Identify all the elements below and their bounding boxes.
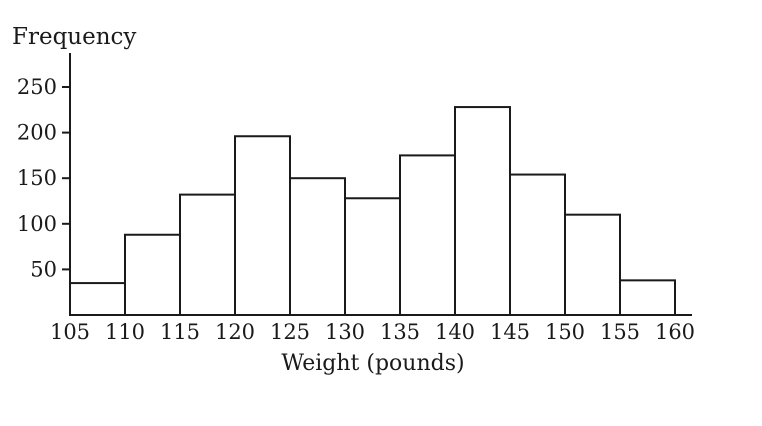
x-tick-label: 135 xyxy=(380,320,420,344)
histogram-bar xyxy=(454,106,511,317)
y-tick-label: 200 xyxy=(17,121,57,145)
x-tick-label: 120 xyxy=(215,320,255,344)
x-tick-label: 140 xyxy=(435,320,475,344)
y-tick-label: 150 xyxy=(17,166,57,190)
histogram-bar xyxy=(124,233,181,316)
x-tick-label: 155 xyxy=(600,320,640,344)
y-tick-label: 100 xyxy=(17,212,57,236)
histogram-bar xyxy=(509,173,566,316)
histogram-bar xyxy=(179,193,236,316)
y-tick-label: 50 xyxy=(30,257,57,281)
y-tick-label: 250 xyxy=(17,75,57,99)
histogram-bar xyxy=(619,279,676,316)
histogram-bar xyxy=(234,135,291,316)
x-tick-label: 160 xyxy=(655,320,695,344)
x-tick-label: 110 xyxy=(105,320,145,344)
x-tick-label: 145 xyxy=(490,320,530,344)
x-tick-label: 105 xyxy=(50,320,90,344)
x-tick-label: 150 xyxy=(545,320,585,344)
x-tick-label: 130 xyxy=(325,320,365,344)
histogram-bar xyxy=(564,213,621,316)
x-tick-label: 115 xyxy=(160,320,200,344)
y-axis-title: Frequency xyxy=(12,24,137,50)
histogram-bar xyxy=(399,154,456,316)
histogram-bar xyxy=(289,177,346,316)
x-tick-label: 125 xyxy=(270,320,310,344)
x-axis-title: Weight (pounds) xyxy=(281,351,465,376)
histogram-bar xyxy=(344,197,401,317)
histogram-bar xyxy=(69,282,126,316)
